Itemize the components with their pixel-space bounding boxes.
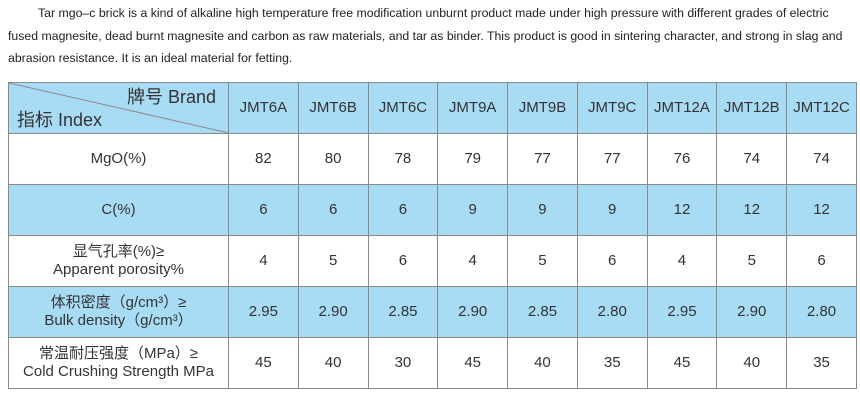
- cell: 9: [507, 184, 578, 236]
- cell: 79: [437, 133, 509, 185]
- cell: 4: [437, 235, 509, 287]
- cell: 76: [646, 133, 718, 185]
- cell: 2.85: [507, 286, 578, 338]
- row-label-line: Apparent porosity%: [53, 261, 184, 278]
- cell: 77: [576, 133, 648, 185]
- data-row: 体积密度（g/cm³）≥ Bulk density（g/cm³） 2.95 2.90 2…: [8, 286, 857, 338]
- cell: 5: [507, 235, 578, 287]
- cell: 77: [507, 133, 578, 185]
- brand-label: 牌号 Brand: [126, 87, 216, 107]
- cell: 12: [786, 184, 857, 236]
- row-label-line: Bulk density（g/cm³）: [44, 312, 193, 329]
- cell: 5: [716, 235, 788, 287]
- cell: 74: [786, 133, 857, 185]
- cell: 2.90: [437, 286, 509, 338]
- column-header: JMT9C: [576, 82, 648, 134]
- cell: 2.95: [646, 286, 718, 338]
- cell: 2.85: [367, 286, 439, 338]
- column-header: JMT12B: [716, 82, 788, 134]
- data-row: 常温耐压强度（MPa）≥ Cold Crushing Strength MPa 45…: [8, 337, 857, 389]
- column-header: JMT12A: [646, 82, 718, 134]
- cell: 9: [437, 184, 509, 236]
- column-header: JMT9B: [507, 82, 578, 134]
- data-row: C(%) 6 6 6 9 9 9 12 12 12: [8, 184, 857, 236]
- row-label: 体积密度（g/cm³）≥ Bulk density（g/cm³）: [8, 286, 229, 338]
- cell: 82: [228, 133, 299, 185]
- intro: Tar mgo–c brick is a kind of alkaline hi…: [8, 6, 843, 65]
- cell: 2.80: [576, 286, 648, 338]
- cell: 2.90: [297, 286, 369, 338]
- row-label-line: Cold Crushing Strength MPa: [23, 363, 214, 380]
- row-label: 常温耐压强度（MPa）≥ Cold Crushing Strength MPa: [8, 337, 229, 389]
- row-label-line: C(%): [101, 201, 136, 218]
- cell: 4: [646, 235, 718, 287]
- cell: 6: [367, 235, 439, 287]
- cell: 2.90: [716, 286, 788, 338]
- index-label: 指标 Index: [17, 110, 103, 130]
- column-header: JMT6B: [297, 82, 369, 134]
- data-row: 显气孔率(%)≥ Apparent porosity% 4 5 6 4 5 6 4 5 6: [8, 235, 857, 287]
- column-header: JMT9A: [437, 82, 509, 134]
- cell: 6: [576, 235, 648, 287]
- corner-cell: 牌号 Brand 指标 Index: [8, 82, 229, 134]
- cell: 12: [716, 184, 788, 236]
- diagonal: [9, 83, 229, 133]
- cell: 45: [228, 337, 299, 389]
- cell: 40: [716, 337, 788, 389]
- row-label-line: 显气孔率(%)≥: [72, 243, 165, 260]
- spec-table: 牌号 Brand 指标 Index JMT6A JMT6B JMT6C JMT9A JM…: [8, 82, 857, 389]
- header-row: 牌号 Brand 指标 Index JMT6A JMT6B JMT6C JMT9A JM…: [8, 82, 857, 134]
- cell: 2.95: [228, 286, 299, 338]
- row-label: MgO(%): [8, 133, 229, 185]
- cell: 80: [297, 133, 369, 185]
- cell: 4: [228, 235, 299, 287]
- cell: 35: [786, 337, 857, 389]
- row-label: 显气孔率(%)≥ Apparent porosity%: [8, 235, 229, 287]
- cell: 74: [716, 133, 788, 185]
- cell: 6: [786, 235, 857, 287]
- data-row: MgO(%) 82 80 78 79 77 77 76 74 74: [8, 133, 857, 185]
- column-header: JMT6C: [367, 82, 439, 134]
- cell: 6: [297, 184, 369, 236]
- row-label-line: MgO(%): [90, 150, 147, 167]
- cell: 6: [228, 184, 299, 236]
- cell: 9: [576, 184, 648, 236]
- row-label-line: 体积密度（g/cm³）≥: [50, 294, 187, 311]
- cell: 6: [367, 184, 439, 236]
- column-header: JMT12C: [786, 82, 857, 134]
- cell: 78: [367, 133, 439, 185]
- cell: 45: [646, 337, 718, 389]
- row-label-line: 常温耐压强度（MPa）≥: [38, 345, 199, 362]
- cell: 2.80: [786, 286, 857, 338]
- cell: 40: [507, 337, 578, 389]
- row-label: C(%): [8, 184, 229, 236]
- cell: 30: [367, 337, 439, 389]
- cell: 12: [646, 184, 718, 236]
- cell: 5: [297, 235, 369, 287]
- cell: 35: [576, 337, 648, 389]
- cell: 40: [297, 337, 369, 389]
- cell: 45: [437, 337, 509, 389]
- column-header: JMT6A: [228, 82, 299, 134]
